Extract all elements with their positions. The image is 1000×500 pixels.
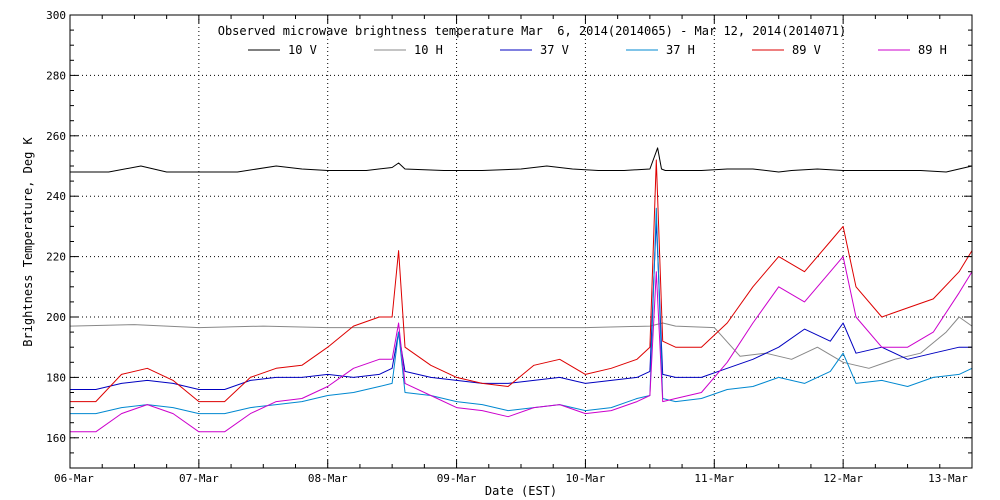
y-tick-label: 180 — [46, 371, 66, 384]
x-tick-label: 10-Mar — [566, 472, 606, 485]
chart-title: Observed microwave brightness temperatur… — [218, 24, 847, 38]
x-tick-label: 13-Mar — [928, 472, 968, 485]
legend-label: 37 H — [666, 43, 695, 57]
series-line-37-h — [70, 207, 973, 415]
series-line-37-v — [70, 219, 972, 390]
y-tick-label: 200 — [46, 311, 66, 324]
y-axis-label: Brightness Temperature, Deg K — [21, 136, 35, 346]
series-line-10-h — [69, 316, 973, 369]
x-tick-label: 12-Mar — [823, 472, 863, 485]
series-line-10-v — [70, 147, 973, 173]
legend-label: 89 V — [792, 43, 821, 57]
y-tick-label: 260 — [46, 130, 66, 143]
legend-label: 37 V — [540, 43, 569, 57]
legend-label: 10 H — [414, 43, 443, 57]
x-axis-label: Date (EST) — [485, 484, 557, 498]
series-lines — [69, 147, 973, 433]
x-tick-label: 06-Mar — [54, 472, 94, 485]
y-tick-label: 160 — [46, 432, 66, 445]
x-tick-label: 11-Mar — [694, 472, 734, 485]
ticks: 160 180 200 220 240 260 280 300 06-Mar 07-Mar 08-M… — [46, 9, 973, 485]
legend: 10 V 10 H 37 V 37 H 89 V 89 H — [248, 43, 947, 57]
series-line-89-v — [70, 159, 973, 403]
x-tick-label: 08-Mar — [308, 472, 348, 485]
x-tick-label: 07-Mar — [179, 472, 219, 485]
y-tick-label: 240 — [46, 190, 66, 203]
y-tick-label: 220 — [46, 251, 66, 264]
series-line-89-h — [70, 256, 973, 433]
x-tick-label: 09-Mar — [437, 472, 477, 485]
legend-label: 89 H — [918, 43, 947, 57]
y-tick-label: 280 — [46, 69, 66, 82]
y-tick-label: 300 — [46, 9, 66, 22]
plot-frame — [69, 14, 973, 469]
legend-label: 10 V — [288, 43, 317, 57]
grid — [70, 15, 972, 468]
